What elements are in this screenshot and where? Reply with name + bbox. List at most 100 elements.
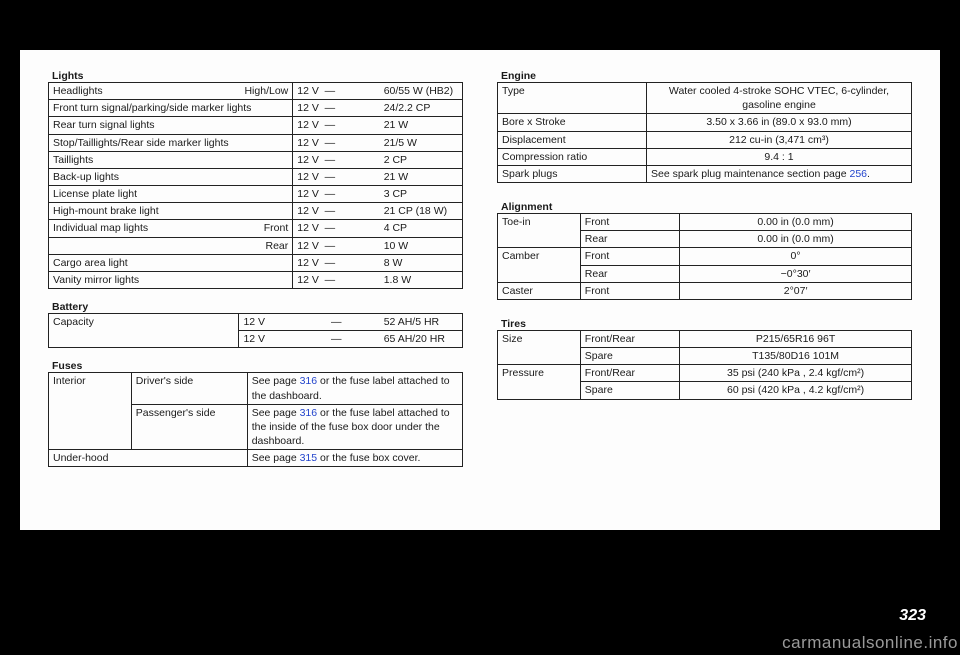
fuses-table: InteriorDriver's sideSee page 316 or the…: [48, 372, 463, 467]
engine-spec: See spark plug maintenance sec­tion page…: [647, 165, 912, 182]
battery-v1: 12 V: [239, 314, 293, 331]
alignment-axle: Front: [580, 214, 679, 231]
alignment-param: Caster: [498, 282, 581, 299]
lights-label: [49, 237, 239, 254]
tires-param: Size: [498, 330, 581, 347]
lights-spec: 8 W: [380, 254, 463, 271]
engine-label: Displacement: [498, 131, 647, 148]
tires-position: Spare: [580, 348, 679, 365]
engine-spec: 212 cu-in (3,471 cm³): [647, 131, 912, 148]
battery-table: Capacity 12 V — 52 AH/5 HR 12 V — 65 AH/…: [48, 313, 463, 348]
alignment-spec: 0.00 in (0.0 mm): [680, 231, 912, 248]
alignment-param: [498, 231, 581, 248]
lights-spec: 2 CP: [380, 151, 463, 168]
lights-label: Cargo area light: [49, 254, 293, 271]
battery-dash1: —: [293, 314, 380, 331]
page-link[interactable]: 256: [850, 168, 868, 180]
left-column: Lights HeadlightsHigh/Low12 V — 60/55 W …: [48, 62, 463, 518]
lights-label: Front turn signal/parking/side marker li…: [49, 100, 293, 117]
lights-sublabel: High/Low: [239, 83, 293, 100]
tires-position: Front/Rear: [580, 365, 679, 382]
alignment-param: Camber: [498, 248, 581, 265]
lights-spec: 24/2.2 CP: [380, 100, 463, 117]
right-column: Engine TypeWater cooled 4-stroke SOHC VT…: [497, 62, 912, 518]
lights-spec: 3 CP: [380, 186, 463, 203]
lights-label: Vanity mirror lights: [49, 271, 293, 288]
lights-spec: 21/5 W: [380, 134, 463, 151]
engine-title: Engine: [497, 70, 912, 82]
lights-voltage: 12 V —: [293, 83, 380, 100]
engine-label: Spark plugs: [498, 165, 647, 182]
alignment-spec: 0°: [680, 248, 912, 265]
engine-spec: 3.50 x 3.66 in (89.0 x 93.0 mm): [647, 114, 912, 131]
tires-param: [498, 382, 581, 399]
page-link[interactable]: 316: [300, 407, 318, 419]
lights-title: Lights: [48, 70, 463, 82]
lights-label: Stop/Taillights/Rear side marker lights: [49, 134, 293, 151]
engine-spec: 9.4 : 1: [647, 148, 912, 165]
lights-label: High-mount brake light: [49, 203, 293, 220]
lights-voltage: 12 V —: [293, 151, 380, 168]
fuses-side: Passenger's side: [131, 404, 247, 450]
engine-table: TypeWater cooled 4-stroke SOHC VTEC, 6-c…: [497, 82, 912, 183]
alignment-title: Alignment: [497, 201, 912, 213]
alignment-axle: Rear: [580, 231, 679, 248]
alignment-param: [498, 265, 581, 282]
lights-spec: 21 W: [380, 168, 463, 185]
lights-label: Headlights: [49, 83, 239, 100]
lights-voltage: 12 V —: [293, 134, 380, 151]
battery-label: Capacity: [49, 314, 239, 348]
alignment-table: Toe-inFront0.00 in (0.0 mm)Rear0.00 in (…: [497, 213, 912, 300]
battery-v2: 12 V: [239, 331, 293, 348]
fuses-side: Driver's side: [131, 373, 247, 404]
battery-spec2: 65 AH/20 HR: [380, 331, 463, 348]
lights-table: HeadlightsHigh/Low12 V — 60/55 W (HB2)Fr…: [48, 82, 463, 289]
lights-spec: 60/55 W (HB2): [380, 83, 463, 100]
fuses-loc: Interior: [49, 373, 132, 404]
alignment-axle: Rear: [580, 265, 679, 282]
alignment-axle: Front: [580, 248, 679, 265]
lights-label: Rear turn signal lights: [49, 117, 293, 134]
page-link[interactable]: 316: [300, 375, 318, 387]
lights-sublabel: Front: [239, 220, 293, 237]
tires-position: Spare: [580, 382, 679, 399]
lights-voltage: 12 V —: [293, 254, 380, 271]
engine-label: Bore x Stroke: [498, 114, 647, 131]
top-rule: [20, 38, 940, 44]
lights-spec: 1.8 W: [380, 271, 463, 288]
lights-voltage: 12 V —: [293, 186, 380, 203]
page-link[interactable]: 315: [300, 452, 318, 464]
fuses-text: See page 315 or the fuse box cover.: [247, 450, 462, 467]
engine-label: Type: [498, 83, 647, 114]
lights-spec: 10 W: [380, 237, 463, 254]
tires-spec: 35 psi (240 kPa , 2.4 kgf/cm²): [680, 365, 912, 382]
fuses-text: See page 316 or the fuse label attached …: [247, 404, 462, 450]
lights-label: Individual map lights: [49, 220, 239, 237]
tires-param: Pressure: [498, 365, 581, 382]
lights-voltage: 12 V —: [293, 220, 380, 237]
page-number: 323: [889, 603, 936, 629]
lights-spec: 21 W: [380, 117, 463, 134]
battery-spec1: 52 AH/5 HR: [380, 314, 463, 331]
tires-spec: 60 psi (420 kPa , 4.2 kgf/cm²): [680, 382, 912, 399]
battery-title: Battery: [48, 301, 463, 313]
fuses-text: See page 316 or the fuse label attached …: [247, 373, 462, 404]
tires-table: SizeFront/RearP215/65R16 96TSpareT135/80…: [497, 330, 912, 400]
alignment-spec: −0°30′: [680, 265, 912, 282]
fuses-loc: [49, 404, 132, 450]
lights-label: License plate light: [49, 186, 293, 203]
alignment-spec: 0.00 in (0.0 mm): [680, 214, 912, 231]
lights-spec: 21 CP (18 W): [380, 203, 463, 220]
tires-param: [498, 348, 581, 365]
fuses-title: Fuses: [48, 360, 463, 372]
lights-label: Back-up lights: [49, 168, 293, 185]
fuses-loc: Under-hood: [49, 450, 248, 467]
alignment-param: Toe-in: [498, 214, 581, 231]
alignment-axle: Front: [580, 282, 679, 299]
battery-dash2: —: [293, 331, 380, 348]
manual-page: Lights HeadlightsHigh/Low12 V — 60/55 W …: [20, 50, 940, 530]
lights-spec: 4 CP: [380, 220, 463, 237]
lights-voltage: 12 V —: [293, 117, 380, 134]
lights-voltage: 12 V —: [293, 237, 380, 254]
watermark: carmanualsonline.info: [782, 633, 958, 653]
